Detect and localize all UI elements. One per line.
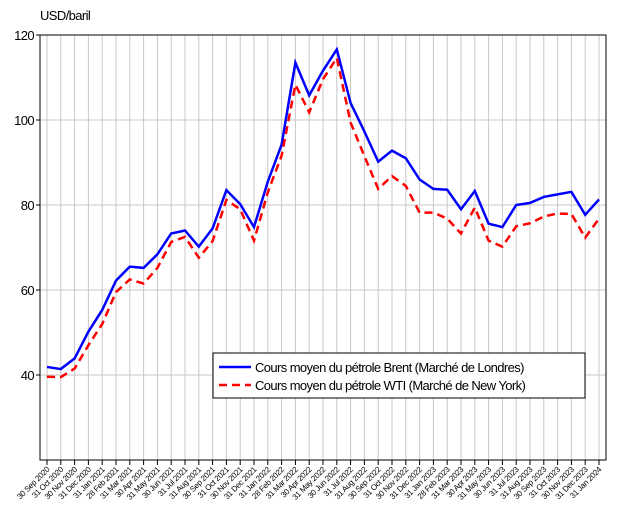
y-tick-label: 100	[14, 113, 34, 128]
y-tick-label: 80	[21, 198, 35, 213]
legend-label: Cours moyen du pétrole Brent (Marché de …	[255, 360, 524, 375]
y-tick-label: 120	[14, 28, 34, 43]
line	[46, 54, 601, 379]
y-tick-label: 60	[21, 283, 35, 298]
line	[46, 46, 600, 371]
legend-box	[212, 352, 586, 399]
y-axis-label: USD/baril	[40, 8, 91, 23]
plot-frame	[39, 34, 607, 461]
legend-label: Cours moyen du pétrole WTI (Marché de Ne…	[255, 378, 525, 393]
y-tick-label: 40	[21, 368, 35, 383]
